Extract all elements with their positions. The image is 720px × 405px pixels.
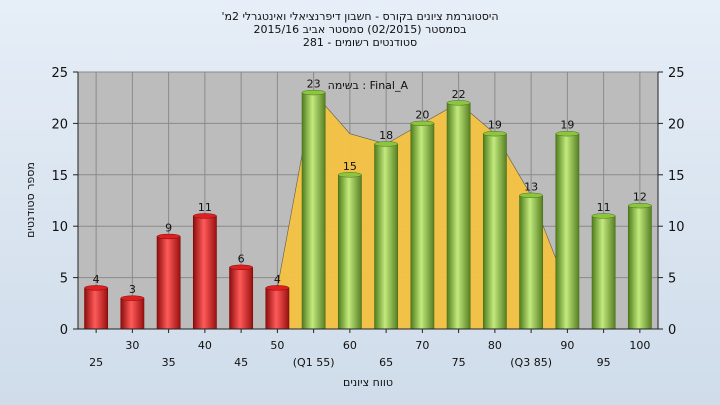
- bar-50[interactable]: [265, 287, 290, 330]
- bar-cap: [374, 141, 398, 147]
- x-tick-label: 80: [488, 339, 502, 352]
- data-label: 13: [524, 180, 538, 193]
- bar-cap: [156, 233, 181, 240]
- bar-cap: [555, 131, 580, 137]
- bar-(Q3 85)[interactable]: [519, 195, 544, 330]
- x-tick-label: 60: [343, 339, 357, 352]
- x-tick-label: 25: [89, 356, 103, 369]
- x-tick-label: 65: [379, 356, 393, 369]
- bar-100[interactable]: [627, 205, 652, 330]
- x-tick-label: 50: [270, 339, 284, 352]
- bar-75[interactable]: [446, 102, 471, 330]
- bar-70[interactable]: [410, 123, 435, 330]
- x-axis-label: טווח ציונים: [343, 376, 393, 389]
- x-tick-label: 45: [234, 356, 248, 369]
- x-tick-label: 95: [597, 356, 611, 369]
- bar-cap: [265, 285, 290, 291]
- data-label: 9: [165, 221, 172, 234]
- x-tick-label: 35: [162, 356, 176, 369]
- x-tick-label: 75: [452, 356, 466, 369]
- y-tick-label-right: 20: [668, 117, 685, 132]
- y-tick-label-right: 25: [668, 66, 685, 81]
- data-label: 12: [633, 191, 647, 204]
- bar-45[interactable]: [229, 267, 254, 330]
- bar-30[interactable]: [120, 297, 145, 330]
- data-label: 15: [343, 160, 357, 173]
- bar-cap: [229, 264, 253, 270]
- bar-cap: [193, 213, 217, 219]
- data-label: 3: [129, 283, 136, 296]
- x-tick-label: 40: [198, 339, 212, 352]
- data-label: 23: [307, 78, 321, 91]
- bar-cap: [410, 120, 435, 127]
- y-tick-label: 0: [60, 323, 68, 338]
- data-label: 6: [238, 252, 245, 265]
- bar-cap: [519, 192, 543, 199]
- bar-cap: [301, 89, 326, 96]
- x-tick-label: 90: [560, 339, 574, 352]
- x-tick-label: (Q3 85): [510, 356, 552, 369]
- x-tick-label: 30: [125, 339, 139, 352]
- bar-cap: [120, 295, 145, 301]
- data-label: 11: [198, 201, 212, 214]
- data-label: 4: [93, 273, 100, 286]
- bar-35[interactable]: [156, 236, 181, 330]
- y-tick-label: 5: [60, 272, 68, 287]
- bar-cap: [84, 285, 108, 291]
- data-label: 11: [597, 201, 611, 214]
- bar-25[interactable]: [84, 287, 109, 330]
- bar-cap: [591, 213, 616, 219]
- y-tick-label: 10: [51, 220, 68, 235]
- x-tick-label: 100: [629, 339, 650, 352]
- y-tick-label-right: 15: [668, 169, 685, 184]
- chart-title-line-3: סטודנטים רשומים - 281: [302, 36, 418, 49]
- y-tick-label: 15: [51, 169, 68, 184]
- bar-cap: [628, 202, 652, 209]
- x-tick-label: 70: [415, 339, 429, 352]
- x-tick-label: (Q1 55): [293, 356, 335, 369]
- bar-60[interactable]: [337, 174, 362, 330]
- bar-90[interactable]: [555, 133, 580, 330]
- data-label: 4: [274, 273, 281, 286]
- data-label: 19: [560, 119, 574, 132]
- bar-80[interactable]: [482, 133, 507, 330]
- y-tick-label-right: 10: [668, 220, 685, 235]
- y-axis-label: מספר סטודנטים: [24, 162, 37, 238]
- bar-40[interactable]: [192, 215, 217, 330]
- chart-title-line-1: 'היסטוגרמת ציונים בקורס - חשבון דיפרנציא…: [221, 10, 499, 23]
- data-label: 19: [488, 119, 502, 132]
- bar-95[interactable]: [591, 215, 616, 330]
- bar-cap: [338, 172, 362, 178]
- y-tick-label: 25: [51, 66, 68, 81]
- chart-annotation: בשימה : Final_A: [328, 79, 409, 92]
- data-label: 20: [415, 108, 429, 121]
- y-tick-label: 20: [51, 117, 68, 132]
- y-tick-label-right: 5: [668, 272, 676, 287]
- chart-title-line-2: בסמסטר (02/2015) סמסטר אביב 2015/16: [253, 23, 467, 36]
- y-tick-label-right: 0: [668, 323, 676, 338]
- bar-cap: [483, 131, 507, 137]
- data-label: 18: [379, 129, 393, 142]
- bar-65[interactable]: [374, 143, 399, 330]
- bar-cap: [446, 100, 471, 106]
- data-label: 22: [452, 88, 466, 101]
- bar-(Q1 55)[interactable]: [301, 92, 326, 330]
